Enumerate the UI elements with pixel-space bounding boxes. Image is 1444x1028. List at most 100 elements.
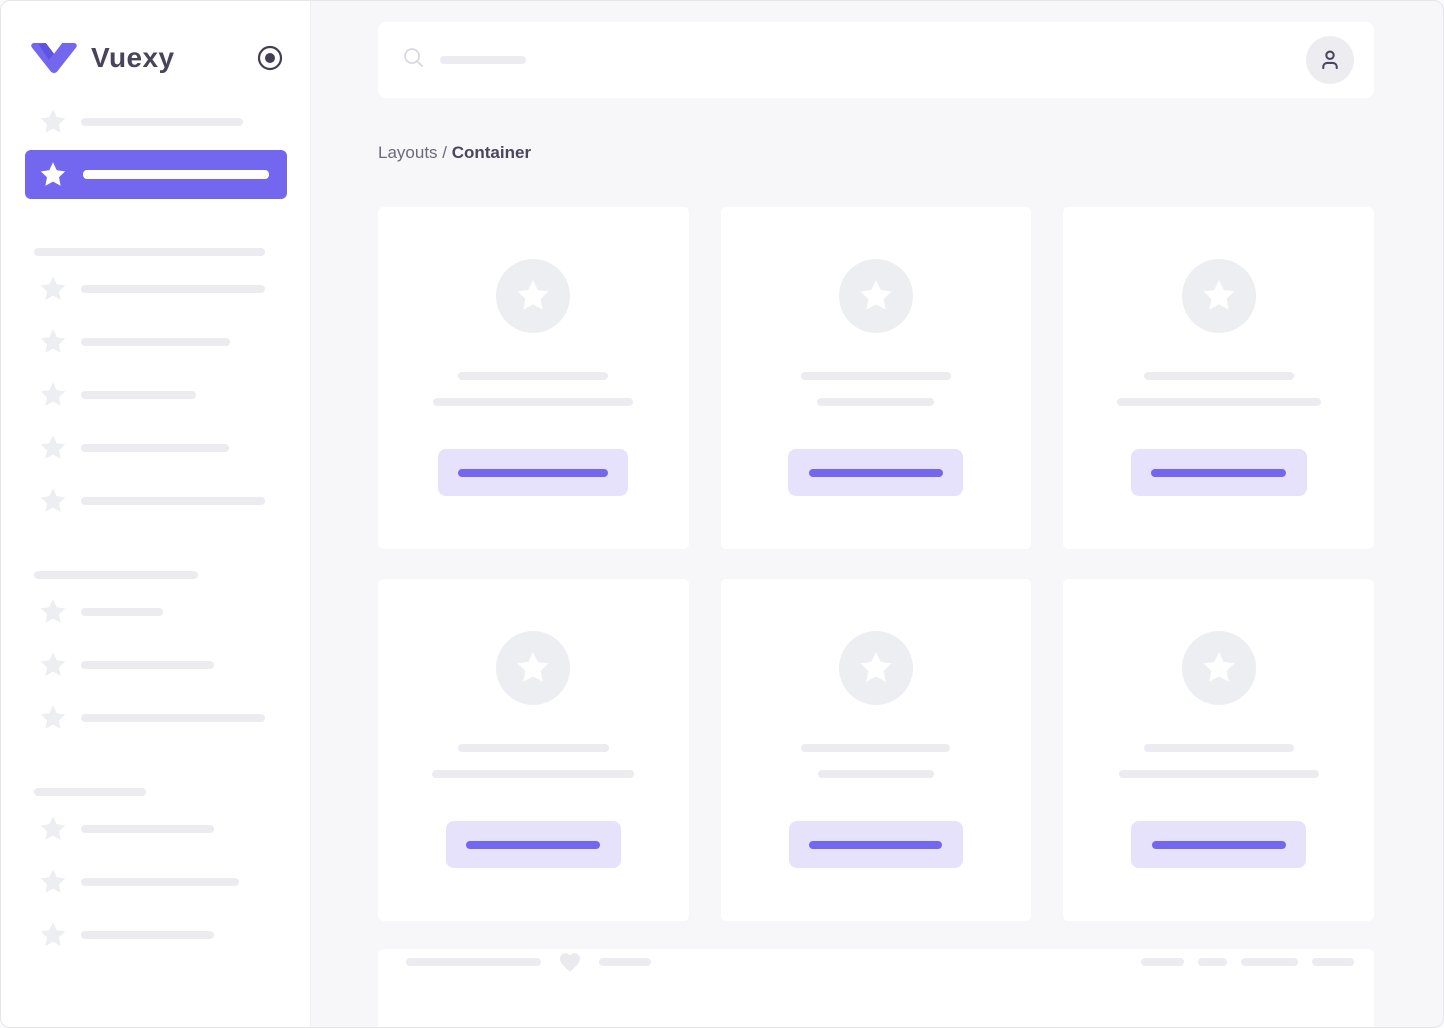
- star-icon: [38, 703, 68, 733]
- star-icon: [1203, 279, 1235, 310]
- card-action-button[interactable]: [788, 449, 964, 496]
- sidebar-item-label-skeleton: [81, 825, 214, 833]
- search-placeholder-skeleton: [440, 56, 526, 64]
- star-icon: [38, 920, 68, 950]
- sidebar-section: [1, 788, 310, 950]
- sidebar-item-label-skeleton: [81, 661, 214, 669]
- card-subtitle-skeleton: [817, 398, 935, 406]
- sidebar-item[interactable]: [38, 380, 287, 410]
- app-title: Vuexy: [91, 42, 175, 73]
- star-icon: [38, 814, 68, 844]
- footer-link-skeleton: [1312, 958, 1354, 966]
- card-avatar: [1181, 631, 1256, 705]
- card-action-button[interactable]: [438, 449, 629, 496]
- card: [1063, 579, 1374, 921]
- card-title-skeleton: [800, 372, 951, 380]
- sidebar-item[interactable]: [38, 486, 287, 516]
- star-icon: [38, 160, 68, 190]
- sidebar-section-header-skeleton: [34, 248, 265, 256]
- footer-row: [406, 949, 1354, 975]
- sidebar-item[interactable]: [38, 920, 287, 950]
- sidebar-item-label-skeleton: [81, 878, 239, 886]
- sidebar-item[interactable]: [38, 867, 287, 897]
- footer-link-skeleton: [1198, 958, 1227, 966]
- card: [1063, 207, 1374, 549]
- footer-card: [378, 949, 1374, 1027]
- sidebar-section-header-skeleton: [34, 571, 198, 579]
- star-icon: [860, 651, 892, 682]
- card: [378, 207, 689, 549]
- card-subtitle-skeleton: [1116, 398, 1321, 406]
- card-title-skeleton: [458, 372, 609, 380]
- sidebar-item-label-skeleton: [81, 338, 230, 346]
- sidebar: Vuexy: [1, 1, 311, 1027]
- card-subtitle-skeleton: [432, 770, 635, 778]
- sidebar-item[interactable]: [38, 597, 287, 627]
- sidebar-item-label-skeleton: [81, 608, 163, 616]
- card-button-label-skeleton: [808, 468, 943, 477]
- sidebar-collapse-toggle-icon[interactable]: [256, 44, 284, 72]
- sidebar-item-label-skeleton: [81, 714, 265, 722]
- card-subtitle-skeleton: [817, 770, 934, 778]
- card-avatar: [496, 631, 571, 705]
- sidebar-section: [1, 248, 310, 516]
- sidebar-item-label-skeleton: [81, 285, 265, 293]
- card-action-button[interactable]: [788, 821, 963, 868]
- card-title-skeleton: [1143, 372, 1294, 380]
- sidebar-item-label-skeleton: [81, 118, 243, 126]
- sidebar-section-header-skeleton: [34, 788, 146, 796]
- main-content: Layouts / Container: [311, 1, 1443, 1027]
- sidebar-header: Vuexy: [31, 42, 284, 73]
- star-icon: [517, 279, 549, 310]
- card: [720, 579, 1032, 921]
- sidebar-item-label-skeleton: [81, 497, 265, 505]
- sidebar-item-label-skeleton: [81, 931, 214, 939]
- sidebar-section: [1, 571, 310, 733]
- card-action-button[interactable]: [445, 821, 621, 868]
- sidebar-item[interactable]: [38, 650, 287, 680]
- footer-link-skeleton: [1141, 958, 1184, 966]
- star-icon: [38, 274, 68, 304]
- card: [378, 579, 689, 921]
- card-title-skeleton: [457, 744, 609, 752]
- card-subtitle-skeleton: [433, 398, 634, 406]
- sidebar-item-label-skeleton: [81, 391, 196, 399]
- sidebar-item[interactable]: [38, 703, 287, 733]
- sidebar-item[interactable]: [38, 433, 287, 463]
- star-icon: [38, 433, 68, 463]
- sidebar-item[interactable]: [38, 814, 287, 844]
- sidebar-item[interactable]: [38, 107, 287, 137]
- card-action-button[interactable]: [1131, 821, 1307, 868]
- star-icon: [38, 327, 68, 357]
- star-icon: [517, 651, 549, 682]
- footer-text-skeleton: [406, 958, 541, 966]
- card-avatar: [838, 631, 913, 705]
- breadcrumb-page: Container: [451, 143, 532, 162]
- star-icon: [38, 486, 68, 516]
- global-search-bar[interactable]: [378, 22, 1374, 98]
- card-action-button[interactable]: [1130, 449, 1307, 496]
- star-icon: [38, 597, 68, 627]
- star-icon: [38, 867, 68, 897]
- footer-links-skeleton: [1127, 958, 1354, 966]
- footer-text-skeleton: [599, 958, 651, 966]
- card-button-label-skeleton: [466, 840, 601, 849]
- vuexy-logo-icon[interactable]: [31, 43, 77, 73]
- star-icon: [38, 650, 68, 680]
- heart-icon: [557, 950, 583, 974]
- card: [720, 207, 1032, 549]
- footer-link-skeleton: [1241, 958, 1298, 966]
- card-avatar: [838, 259, 913, 333]
- sidebar-item-label-skeleton: [81, 444, 229, 452]
- card-button-label-skeleton: [1151, 468, 1287, 477]
- sidebar-item[interactable]: [38, 274, 287, 304]
- sidebar-item-active[interactable]: [25, 150, 287, 199]
- cards-grid: [378, 207, 1374, 921]
- sidebar-item[interactable]: [38, 327, 287, 357]
- star-icon: [38, 380, 68, 410]
- person-icon: [1322, 50, 1338, 70]
- card-title-skeleton: [801, 744, 951, 752]
- breadcrumb-section[interactable]: Layouts: [378, 143, 438, 162]
- user-avatar-button[interactable]: [1306, 36, 1354, 84]
